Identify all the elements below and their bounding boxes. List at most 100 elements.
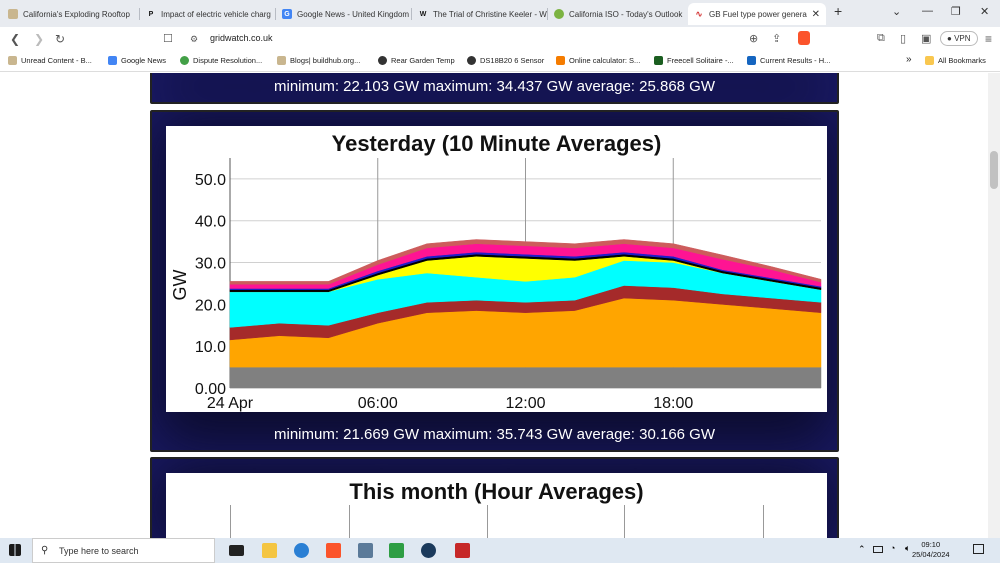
- y-tick-label: 50.0: [195, 172, 226, 189]
- more-bookmarks-icon[interactable]: »: [906, 54, 912, 65]
- steam-icon[interactable]: [421, 543, 436, 558]
- month-chart: This month (Hour Averages): [166, 473, 827, 538]
- maximize-icon[interactable]: ❐: [951, 6, 961, 18]
- tab-2[interactable]: P Impact of electric vehicle charg: [140, 3, 276, 25]
- file-explorer-icon[interactable]: [262, 543, 277, 558]
- x-tick-label: 18:00: [653, 395, 693, 412]
- globe-icon: [554, 9, 564, 19]
- brave-shield-icon[interactable]: [798, 31, 810, 45]
- cards-icon: [654, 56, 663, 65]
- clock-date: 25/04/2024: [912, 550, 950, 559]
- address-bar: ❮ ❯ ↻ ☐ ⚙ gridwatch.co.uk ⊕ ⇪ ⧉ ▯ ▣ ● VP…: [0, 27, 1000, 52]
- chart-title: Yesterday (10 Minute Averages): [331, 131, 662, 156]
- tab-5[interactable]: California ISO - Today's Outlook: [548, 3, 686, 25]
- reload-icon[interactable]: ↻: [55, 32, 66, 46]
- top-stats: minimum: 22.103 GW maximum: 34.437 GW av…: [274, 78, 715, 95]
- bookmark-item[interactable]: Current Results - H...: [747, 56, 830, 65]
- search-placeholder: Type here to search: [59, 545, 139, 556]
- area-series-0: [229, 366, 822, 389]
- close-tab-icon[interactable]: ✕: [811, 8, 820, 20]
- yesterday-stats: minimum: 21.669 GW maximum: 35.743 GW av…: [274, 426, 715, 443]
- area-series-8: [229, 239, 822, 285]
- bookmark-label: Dispute Resolution...: [193, 56, 263, 65]
- bookmark-label: Google News: [121, 56, 167, 65]
- yesterday-chart: Yesterday (10 Minute Averages) 0.00 10.0 2…: [166, 126, 827, 412]
- spreadsheet-icon[interactable]: [389, 543, 404, 558]
- stacked-area-chart: 0.00 10.0 20.0 30.0 40.0 50.0 24 Apr 06:00 12:00…: [170, 158, 822, 412]
- close-window-icon[interactable]: ✕: [980, 6, 990, 18]
- x-tick-label: 06:00: [358, 395, 398, 412]
- site-settings-icon[interactable]: ⚙: [190, 34, 199, 44]
- brave-browser-icon[interactable]: [326, 543, 341, 558]
- house-icon: [277, 56, 286, 65]
- url-field[interactable]: gridwatch.co.uk: [210, 33, 273, 43]
- bookmark-item[interactable]: Freecell Solitaire -...: [654, 56, 734, 65]
- bookmark-icon[interactable]: ☐: [163, 33, 173, 45]
- tab-label: California's Exploding Rooftop: [23, 9, 130, 19]
- y-tick-label: 0.00: [195, 381, 226, 398]
- cr-icon: [747, 56, 756, 65]
- wifi-icon[interactable]: ◔: [890, 543, 896, 553]
- search-icon: ⚲: [41, 545, 49, 556]
- bookmark-label: Unread Content - B...: [21, 56, 92, 65]
- bookmark-item[interactable]: Rear Garden Temp: [378, 56, 455, 65]
- wallet-icon[interactable]: ▣: [921, 33, 932, 45]
- windows-taskbar: ⚲ Type here to search ⌃ ◔ 🔈︎ 09:10 25/04…: [0, 538, 1000, 563]
- bookmark-label: DS18B20 6 Sensor: [480, 56, 545, 65]
- google-news-icon: G: [282, 9, 292, 19]
- yesterday-chart-panel: Yesterday (10 Minute Averages) 0.00 10.0 2…: [150, 110, 839, 452]
- task-view-icon[interactable]: [229, 545, 244, 556]
- bookmark-label: Current Results - H...: [760, 56, 831, 65]
- scrollbar-thumb[interactable]: [990, 151, 998, 189]
- tab-search-icon[interactable]: ⌄: [892, 6, 902, 18]
- tab-bar: California's Exploding Rooftop P Impact …: [0, 0, 1000, 27]
- bookmark-item[interactable]: Blogs| buildhub.org...: [277, 56, 360, 65]
- menu-icon[interactable]: ≡: [985, 32, 993, 46]
- gridline: [624, 505, 625, 538]
- bookmark-item[interactable]: Dispute Resolution...: [180, 56, 262, 65]
- vpn-button[interactable]: ● VPN: [940, 31, 978, 46]
- previous-chart-panel: minimum: 22.103 GW maximum: 34.437 GW av…: [150, 73, 839, 104]
- tab-1[interactable]: California's Exploding Rooftop: [2, 3, 140, 25]
- tab-active[interactable]: ∿ GB Fuel type power genera ✕: [688, 3, 826, 25]
- minimize-icon[interactable]: —: [922, 5, 933, 17]
- y-tick-label: 10.0: [195, 339, 226, 356]
- globe-icon: [180, 56, 189, 65]
- calculator-icon[interactable]: [358, 543, 373, 558]
- tray-chevron-icon[interactable]: ⌃: [858, 544, 866, 554]
- thunderbird-icon[interactable]: [294, 543, 309, 558]
- forward-icon[interactable]: ❯: [34, 32, 45, 46]
- google-news-icon: [108, 56, 117, 65]
- all-bookmarks-label: All Bookmarks: [938, 56, 986, 65]
- zoom-icon[interactable]: ⊕: [749, 33, 759, 45]
- all-bookmarks[interactable]: All Bookmarks: [925, 56, 986, 65]
- tab-4[interactable]: W The Trial of Christine Keeler - W: [412, 3, 548, 25]
- tab-label: California ISO - Today's Outlook: [569, 9, 683, 19]
- tab-3[interactable]: G Google News - United Kingdom: [276, 3, 412, 25]
- taskbar-search-input[interactable]: ⚲ Type here to search: [32, 538, 215, 563]
- volume-icon[interactable]: 🔈︎: [905, 543, 911, 553]
- share-icon[interactable]: ⇪: [772, 33, 782, 45]
- bookmark-item[interactable]: Unread Content - B...: [8, 56, 92, 65]
- chart-title: This month (Hour Averages): [349, 479, 644, 504]
- gridline: [763, 505, 764, 538]
- bookmark-label: Blogs| buildhub.org...: [290, 56, 361, 65]
- bookmark-label: Rear Garden Temp: [391, 56, 455, 65]
- bookmark-item[interactable]: Google News: [108, 56, 166, 65]
- new-tab-button[interactable]: +: [834, 3, 843, 19]
- app-icon[interactable]: [455, 543, 470, 558]
- bookmark-item[interactable]: DS18B20 6 Sensor: [467, 56, 544, 65]
- house-icon: [8, 56, 17, 65]
- extensions-icon[interactable]: ⧉: [877, 32, 885, 44]
- bookmark-item[interactable]: Online calculator: S...: [556, 56, 640, 65]
- bookmarks-bar: Unread Content - B... Google News Disput…: [0, 52, 1000, 72]
- taskbar-clock[interactable]: 09:10 25/04/2024: [912, 540, 950, 560]
- vpn-label: VPN: [954, 34, 971, 43]
- windows-start-icon[interactable]: [9, 544, 21, 556]
- bookmark-label: Online calculator: S...: [569, 56, 641, 65]
- gridline: [349, 505, 350, 538]
- notifications-icon[interactable]: [973, 544, 984, 554]
- sidebar-icon[interactable]: ▯: [900, 33, 907, 45]
- page-scrollbar[interactable]: [988, 73, 1000, 538]
- back-icon[interactable]: ❮: [10, 32, 21, 46]
